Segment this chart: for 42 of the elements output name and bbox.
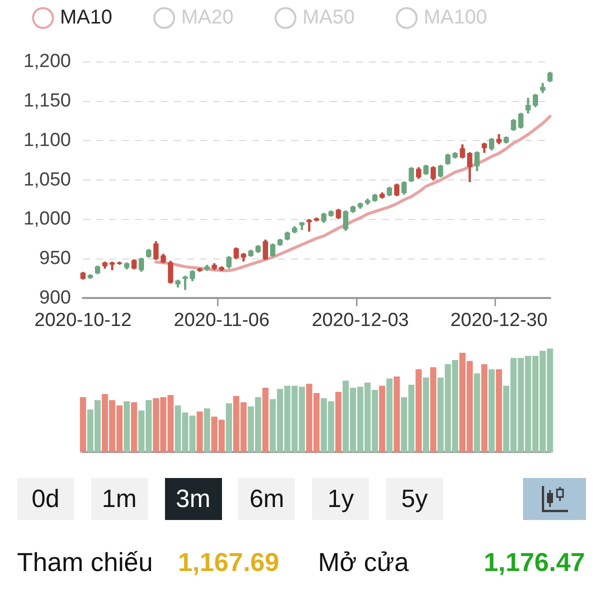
bar [416, 369, 422, 452]
bar [226, 403, 232, 452]
range-button: 6m [238, 478, 296, 520]
y-tick-label: 1,150 [23, 90, 71, 112]
bar [131, 402, 138, 452]
x-tick-label: 2020-10-12 [34, 310, 132, 331]
text: 1,176.47 [484, 546, 585, 578]
x-tick-label: 2020-11-06 [174, 310, 270, 331]
y-tick-label: 950 [39, 248, 71, 270]
x-tick-label: 2020-12-03 [312, 310, 409, 331]
candlestick [306, 219, 312, 232]
bar [496, 369, 502, 452]
range-button: 0d [17, 478, 74, 520]
bar [474, 373, 480, 452]
bar [80, 397, 86, 452]
bar [379, 386, 386, 452]
y-tick-label: 1,000 [23, 208, 71, 230]
x-tick-label: 2020-12-30 [450, 310, 548, 331]
y-tick-label: 900 [39, 287, 71, 308]
candlestick [182, 276, 188, 290]
bar [262, 388, 268, 452]
text: Tham chiếu [17, 546, 153, 578]
y-tick-label: 1,100 [23, 130, 71, 151]
range-button: 3m [164, 478, 222, 520]
text: Mở cửa [318, 546, 409, 578]
bar [394, 376, 400, 452]
y-tick-label: 1,200 [23, 51, 71, 72]
bar [422, 378, 430, 452]
range-button: 1m [90, 478, 148, 520]
range-button: 1y [312, 478, 370, 520]
bar [124, 401, 130, 452]
bar [488, 369, 495, 452]
bar [335, 392, 342, 452]
bar [386, 378, 393, 452]
text: 1,167.69 [178, 546, 280, 578]
bar [430, 367, 436, 452]
bar [204, 408, 210, 452]
y-tick-label: 1,050 [23, 169, 71, 190]
range-button: 5y [386, 478, 443, 520]
bar [196, 412, 203, 452]
legend-label: MA10 [60, 6, 112, 29]
bar [481, 364, 488, 452]
